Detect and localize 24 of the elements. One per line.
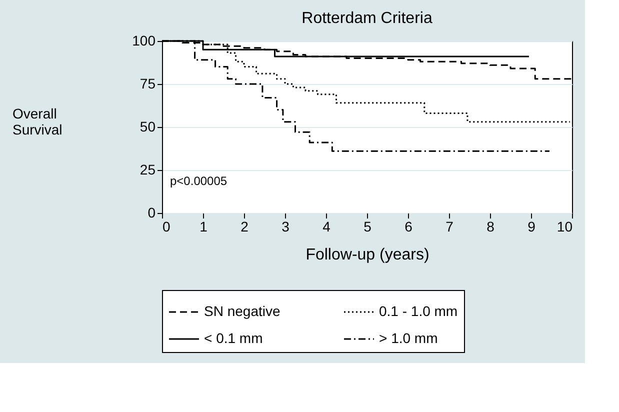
y-tick-label: 0 <box>148 204 156 220</box>
annotation: p<0.00005 <box>170 174 228 188</box>
chart-title: Rotterdam Criteria <box>302 10 432 27</box>
legend-label: 0.1 - 1.0 mm <box>379 303 458 319</box>
x-tick-label: 6 <box>404 218 413 234</box>
x-tick-label: 7 <box>446 218 454 234</box>
legend-label: SN negative <box>204 303 280 319</box>
y-tick-label: 75 <box>140 76 156 92</box>
x-tick-label: 5 <box>364 218 372 234</box>
x-tick-label: 1 <box>200 218 208 234</box>
y-axis-title: Overall Survival <box>12 106 62 138</box>
x-tick-label: 3 <box>282 218 290 234</box>
legend-label: < 0.1 mm <box>204 330 263 346</box>
x-axis-title: Follow-up (years) <box>306 246 430 264</box>
x-tick-label: 0 <box>162 218 170 234</box>
legend-label: > 1.0 mm <box>379 330 438 346</box>
y-tick-label: 100 <box>132 32 156 48</box>
x-tick-label: 2 <box>240 218 249 234</box>
y-tick-label: 25 <box>140 162 156 178</box>
x-tick-label: 9 <box>528 218 536 234</box>
x-tick-label: 8 <box>486 218 495 234</box>
y-tick-label: 50 <box>140 118 156 134</box>
x-tick-label: 10 <box>556 218 573 234</box>
x-tick-label: 4 <box>322 218 331 234</box>
